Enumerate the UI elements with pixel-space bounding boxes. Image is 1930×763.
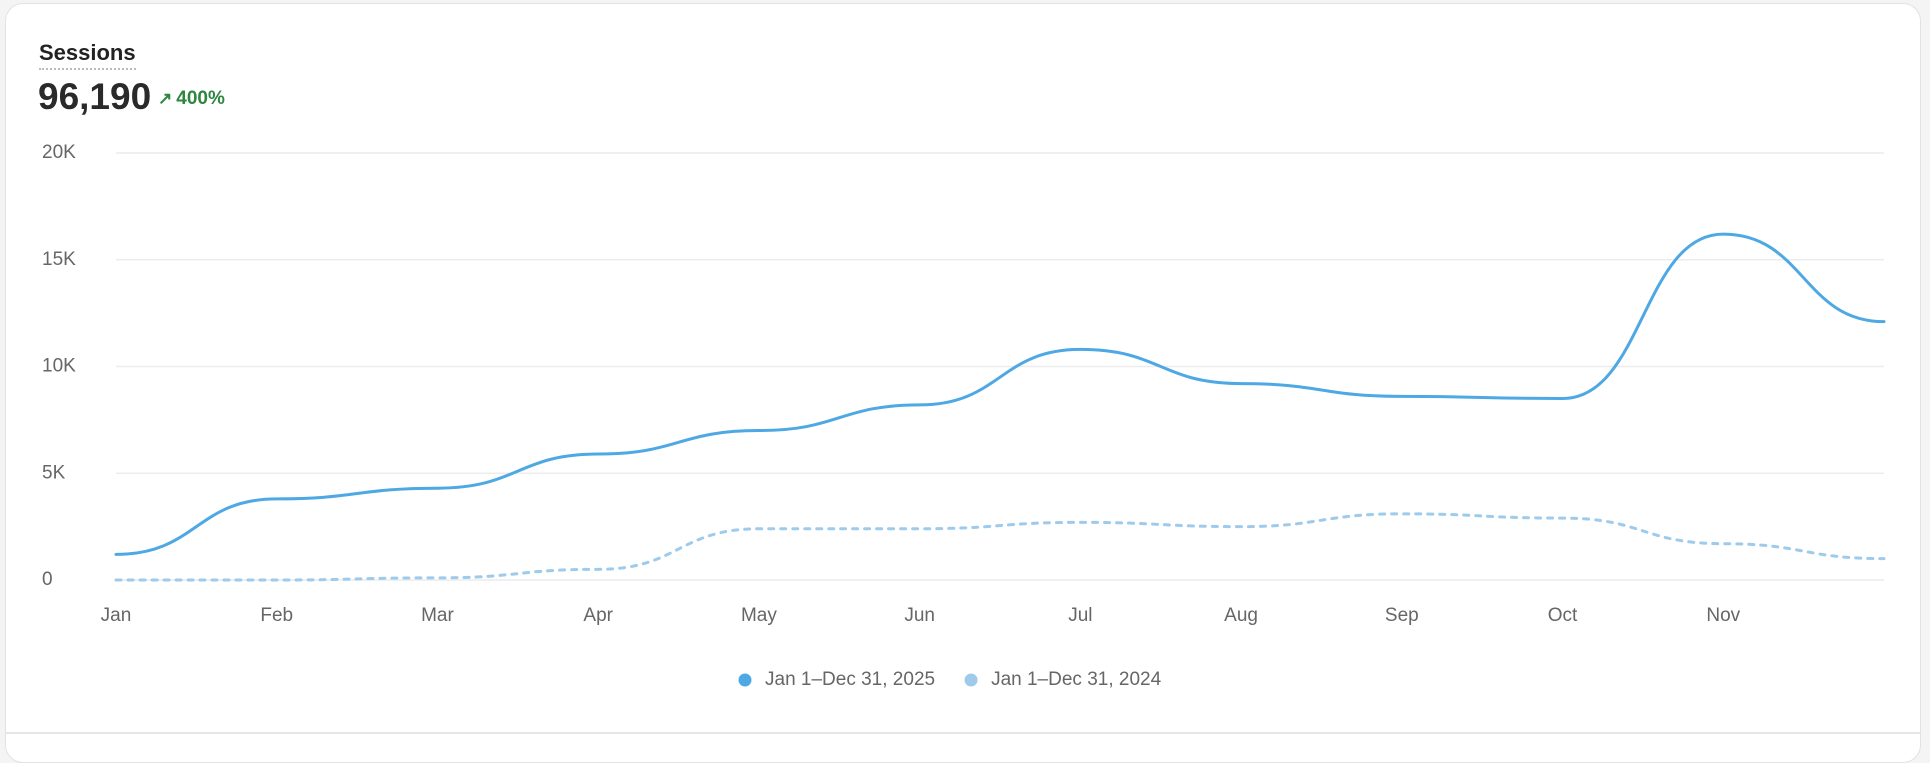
y-tick-label: 20K bbox=[42, 142, 76, 163]
metric-total: 96,190 bbox=[38, 76, 152, 117]
series-line bbox=[114, 512, 1886, 582]
x-tick-label: Jan bbox=[101, 605, 132, 626]
legend-label: Jan 1–Dec 31, 2024 bbox=[991, 669, 1162, 690]
x-tick-label: Jul bbox=[1068, 605, 1092, 626]
legend-label: Jan 1–Dec 31, 2025 bbox=[765, 669, 935, 690]
metric-change: ↗ 400% bbox=[158, 88, 225, 109]
chart: 0 5K 10K 15K 20K Jan Feb Mar Apr May Jun Jul Aug Sep O… bbox=[42, 142, 1886, 690]
change-value: 400% bbox=[176, 88, 225, 109]
x-tick-label: Aug bbox=[1224, 605, 1258, 626]
legend-swatch bbox=[964, 673, 978, 687]
y-tick-label: 15K bbox=[42, 249, 76, 270]
y-tick-label: 0 bbox=[42, 569, 53, 590]
x-tick-label: May bbox=[741, 605, 777, 626]
x-tick-label: Apr bbox=[583, 605, 613, 626]
y-tick-label: 10K bbox=[42, 356, 76, 377]
x-tick-label: Nov bbox=[1706, 605, 1740, 626]
divider bbox=[5, 732, 1921, 734]
x-tick-label: Oct bbox=[1548, 605, 1578, 626]
x-tick-label: Feb bbox=[260, 605, 293, 626]
x-tick-label: Sep bbox=[1385, 605, 1419, 626]
x-tick-label: Jun bbox=[904, 605, 935, 626]
series-line bbox=[114, 232, 1886, 556]
page: {"header": {"title": "Sessions", "total"… bbox=[5, 3, 1921, 763]
x-tick-label: Mar bbox=[421, 605, 454, 626]
metric-title: Sessions bbox=[39, 40, 136, 70]
legend-swatch bbox=[738, 673, 752, 687]
y-tick-label: 5K bbox=[42, 462, 66, 483]
